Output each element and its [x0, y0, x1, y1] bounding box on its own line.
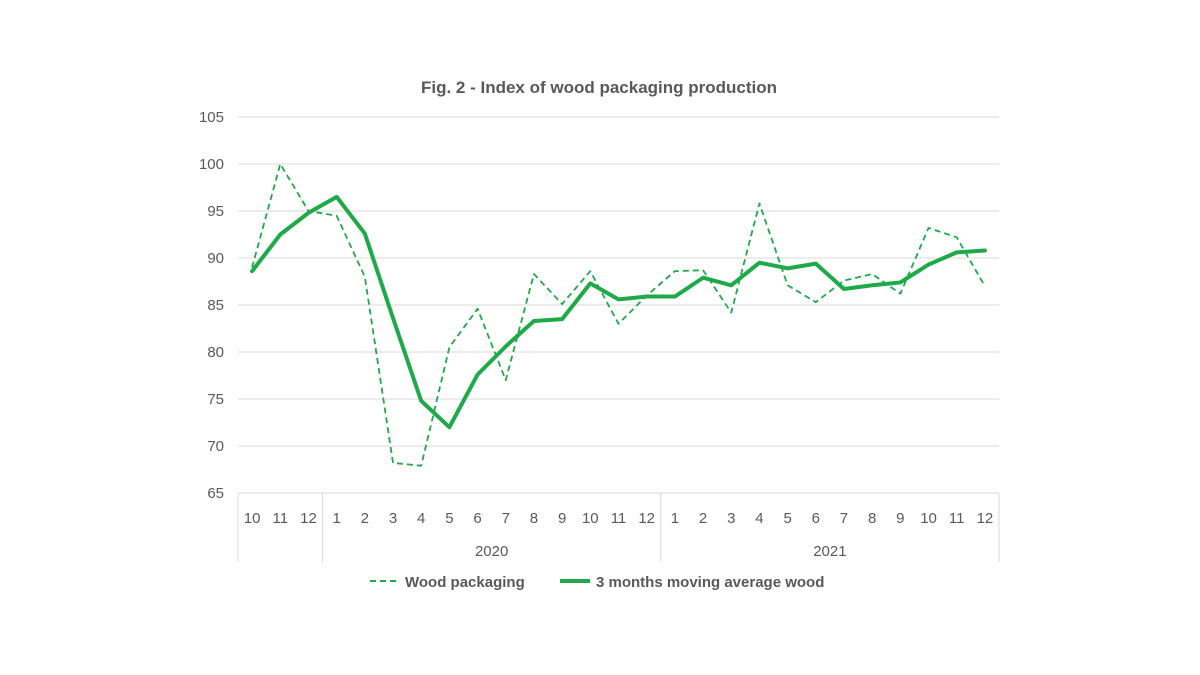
x-tick-label: 3 — [727, 510, 735, 527]
x-tick-label: 12 — [977, 510, 994, 527]
y-tick-label: 105 — [199, 109, 224, 126]
y-tick-label: 80 — [207, 344, 224, 361]
legend: Wood packaging 3 months moving average wo… — [370, 574, 824, 591]
series-line-moving-average — [252, 197, 985, 427]
x-tick-label: 10 — [920, 510, 937, 527]
x-tick-label: 10 — [244, 510, 261, 527]
legend-label: 3 months moving average wood — [596, 574, 824, 591]
x-tick-label: 4 — [755, 510, 763, 527]
x-tick-label: 2 — [361, 510, 369, 527]
series-line-wood-packaging — [252, 164, 985, 466]
x-tick-label: 11 — [272, 510, 288, 527]
x-tick-label: 6 — [812, 510, 820, 527]
x-tick-label: 11 — [949, 510, 965, 527]
x-tick-label: 3 — [389, 510, 397, 527]
x-tick-label: 9 — [558, 510, 566, 527]
y-tick-label: 95 — [207, 203, 224, 220]
x-tick-label: 1 — [332, 510, 340, 527]
x-tick-label: 12 — [638, 510, 655, 527]
x-tick-label: 11 — [611, 510, 627, 527]
y-tick-label: 100 — [199, 156, 224, 173]
x-tick-label: 5 — [783, 510, 791, 527]
x-tick-label: 8 — [868, 510, 876, 527]
y-axis: 65 70 75 80 85 90 95 100 105 — [199, 109, 224, 502]
x-tick-label: 7 — [840, 510, 848, 527]
year-label: 2021 — [813, 543, 846, 560]
x-tick-label: 12 — [300, 510, 317, 527]
legend-label: Wood packaging — [405, 574, 525, 591]
y-tick-label: 85 — [207, 297, 224, 314]
y-tick-label: 65 — [207, 485, 224, 502]
chart-title: Fig. 2 - Index of wood packaging product… — [421, 78, 777, 97]
x-tick-label: 5 — [445, 510, 453, 527]
y-tick-label: 75 — [207, 391, 224, 408]
x-tick-label: 4 — [417, 510, 425, 527]
x-tick-label: 10 — [582, 510, 599, 527]
year-label: 2020 — [475, 543, 508, 560]
x-tick-label: 2 — [699, 510, 707, 527]
grid — [238, 117, 999, 493]
series — [252, 164, 985, 466]
legend-item: Wood packaging — [370, 574, 525, 591]
y-tick-label: 70 — [207, 438, 224, 455]
legend-item: 3 months moving average wood — [560, 574, 824, 591]
y-tick-label: 90 — [207, 250, 224, 267]
x-tick-label: 6 — [473, 510, 481, 527]
x-tick-label: 8 — [530, 510, 538, 527]
x-tick-label: 1 — [671, 510, 679, 527]
x-tick-label: 7 — [502, 510, 510, 527]
x-tick-label: 9 — [896, 510, 904, 527]
